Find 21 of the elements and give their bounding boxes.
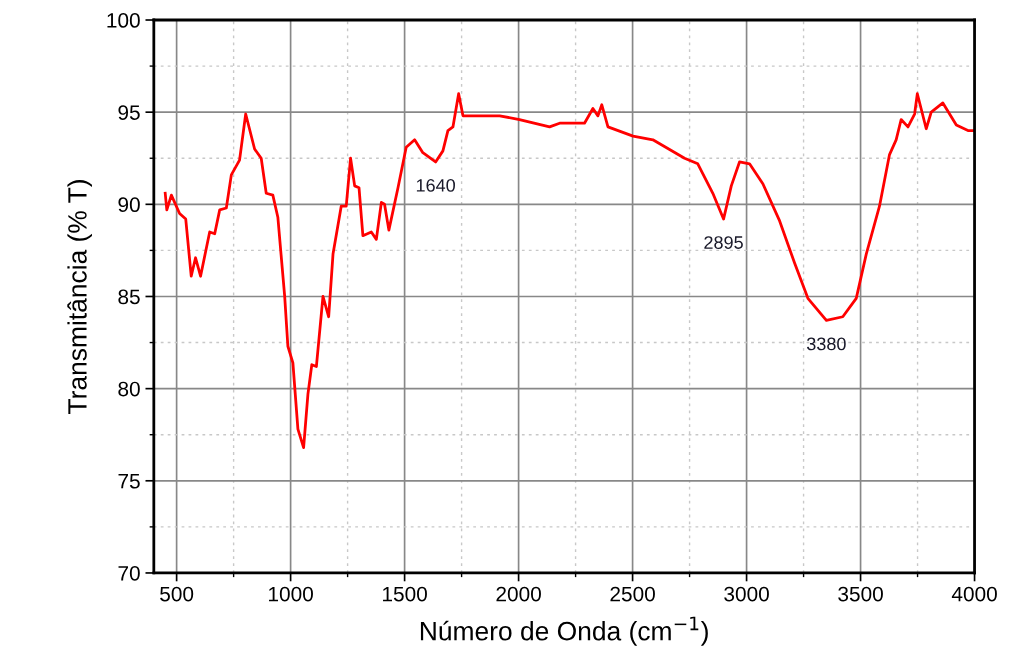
y-tick-label: 100 [107, 13, 140, 28]
x-tick-label: 2500 [610, 586, 655, 602]
x-axis-title: Número de Onda (cm$^{−1}$) [420, 616, 708, 646]
y-axis-title: Transmitância (% T) [67, 180, 92, 414]
annotation: 3380 [806, 337, 846, 351]
x-tick-label: 1000 [269, 586, 313, 602]
x-tick-label: 2000 [496, 586, 541, 602]
x-tick-label: 3500 [838, 586, 883, 602]
y-tick-label: 95 [118, 105, 140, 120]
y-tick-label: 90 [118, 197, 140, 213]
x-tick-label: 4000 [951, 586, 997, 602]
x-tick-label: 500 [160, 586, 194, 602]
annotation: 1640 [416, 178, 455, 192]
y-tick-label: 85 [118, 289, 140, 305]
y-tick-label: 75 [118, 474, 140, 489]
x-tick-label: 3000 [724, 586, 769, 602]
x-tick-label: 1500 [383, 586, 427, 602]
y-tick-label: 70 [118, 565, 140, 581]
annotation: 2895 [704, 236, 743, 249]
y-tick-label: 80 [118, 381, 140, 397]
line-series [163, 92, 975, 450]
